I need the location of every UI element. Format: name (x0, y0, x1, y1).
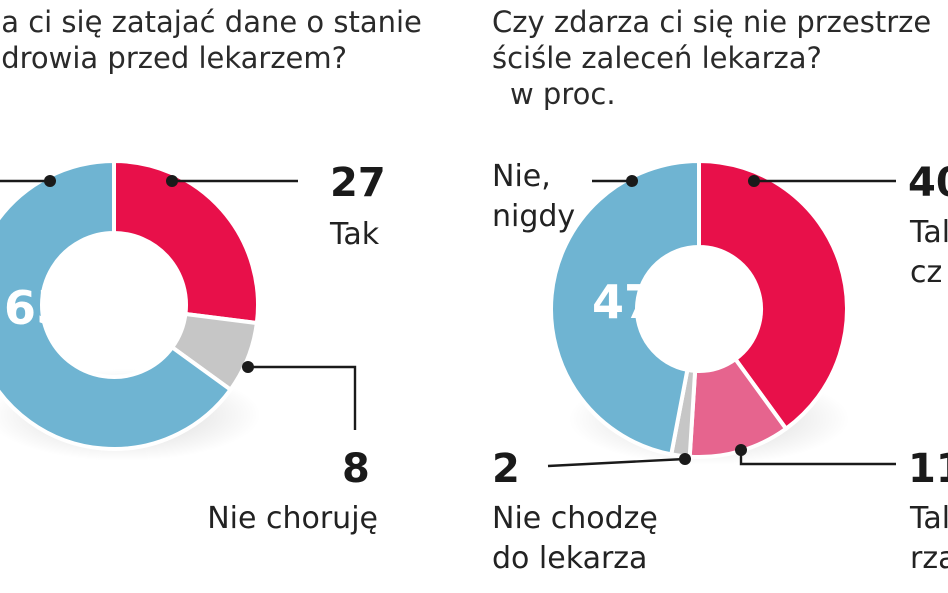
chart2-question: Czy zdarza ci się nie przestrze ściśle z… (492, 4, 931, 112)
leader-tak-czasem-dot (748, 175, 760, 187)
leader-nie-nigdy-dot (626, 175, 638, 187)
label-nie-line2: nigdy (492, 199, 575, 234)
label-tak-rzadko-line2: rza (910, 541, 948, 576)
value-40: 40 (908, 160, 948, 206)
chart1-question-line1: za ci się zatajać dane o stanie (0, 5, 422, 39)
chart1-question: za ci się zatajać dane o stanie zdrowia … (0, 4, 422, 76)
leader-tak-rzadko-dot (735, 444, 747, 456)
chart2-unit-note: w proc. (510, 77, 616, 111)
donut-chart-2: Nie, nigdy 47 40 Tal cz 11 Tal rza 2 Nie chodzę do … (492, 159, 948, 576)
donut-chart-1: 27 Tak 8 Nie choruję 65 (0, 159, 386, 536)
label-tak: Tak (329, 217, 380, 252)
label-nie-choruje: Nie choruję (207, 501, 378, 536)
label-nie-line1: Nie, (492, 159, 551, 194)
chart1-question-line2: zdrowia przed lekarzem? (0, 41, 348, 75)
label-tak-czasem-line1: Tal (909, 215, 948, 250)
value-tak: 27 (330, 160, 386, 206)
leader-tak-dot (166, 175, 178, 187)
value-11: 11 (908, 446, 948, 492)
chart2-question-line2: ściśle zaleceń lekarza? (492, 41, 822, 75)
value-47: 47 (592, 275, 656, 329)
leader-nie-choruje-line (248, 365, 357, 430)
leader-nie-chodze-dot (679, 453, 691, 465)
label-nie-chodze-line2: do lekarza (492, 541, 647, 576)
label-tak-czasem-line2: cz (910, 255, 942, 290)
chart2-question-line1: Czy zdarza ci się nie przestrze (492, 5, 932, 39)
label-nie-chodze-line1: Nie chodzę (492, 501, 658, 536)
leader-nie-dot (44, 175, 56, 187)
leader-nie-choruje-dot (242, 361, 254, 373)
donut2-slice-1 (697, 159, 849, 431)
donut1-slice-1 (112, 159, 260, 326)
value-65: 65 (4, 281, 68, 335)
value-nie-choruje: 8 (342, 446, 370, 492)
donut2-slice-4 (549, 159, 701, 457)
value-2: 2 (492, 446, 520, 492)
label-tak-rzadko-line1: Tal (909, 501, 948, 536)
leader-nie-chodze-line (547, 457, 686, 468)
